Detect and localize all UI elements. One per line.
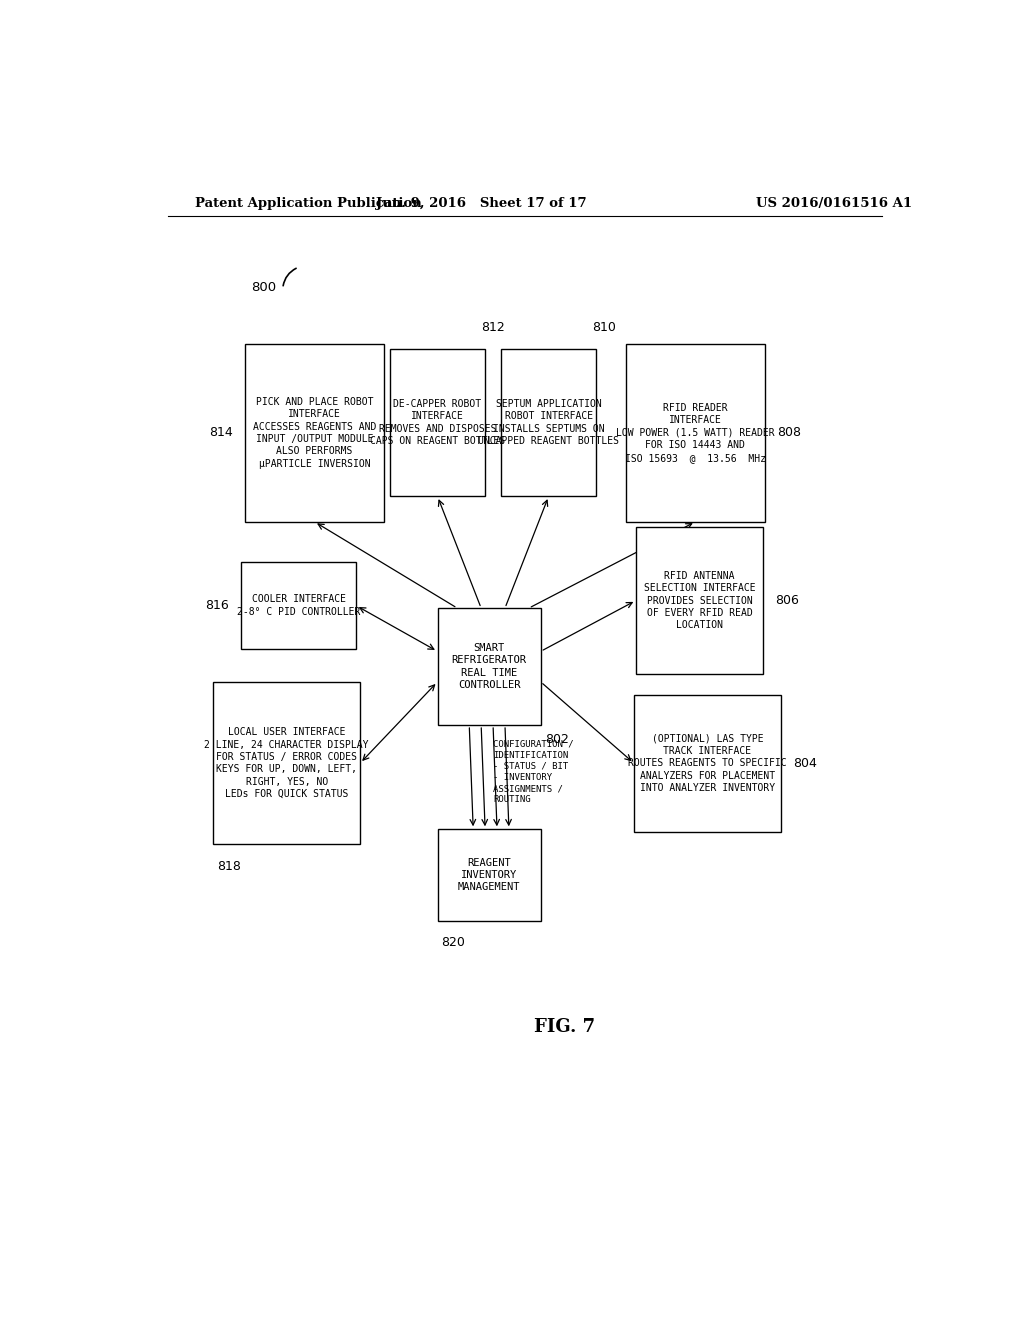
Bar: [501, 348, 596, 496]
Bar: [241, 562, 356, 649]
Text: 814: 814: [209, 426, 233, 440]
Text: COOLER INTERFACE
2-8° C PID CONTROLLER: COOLER INTERFACE 2-8° C PID CONTROLLER: [237, 594, 360, 616]
Text: CONFIGURATION /
IDENTIFICATION
- STATUS / BIT
- INVENTORY
ASSIGNMENTS /
ROUTING: CONFIGURATION / IDENTIFICATION - STATUS …: [494, 739, 573, 804]
Text: LOCAL USER INTERFACE
2 LINE, 24 CHARACTER DISPLAY
FOR STATUS / ERROR CODES
KEYS : LOCAL USER INTERFACE 2 LINE, 24 CHARACTE…: [205, 727, 369, 799]
Text: US 2016/0161516 A1: US 2016/0161516 A1: [757, 197, 912, 210]
Text: REAGENT
INVENTORY
MANAGEMENT: REAGENT INVENTORY MANAGEMENT: [458, 858, 520, 892]
Text: DE-CAPPER ROBOT
INTERFACE
REMOVES AND DISPOSES
CAPS ON REAGENT BOTTLES: DE-CAPPER ROBOT INTERFACE REMOVES AND DI…: [370, 399, 505, 446]
Text: 816: 816: [206, 599, 229, 612]
Text: 812: 812: [481, 321, 505, 334]
Text: 800: 800: [251, 281, 276, 293]
Text: Jun. 9, 2016   Sheet 17 of 17: Jun. 9, 2016 Sheet 17 of 17: [376, 197, 587, 210]
Text: 818: 818: [217, 859, 242, 873]
Text: 806: 806: [775, 594, 799, 607]
Bar: [626, 345, 765, 521]
Text: PICK AND PLACE ROBOT
INTERFACE
ACCESSES REAGENTS AND
INPUT /OUTPUT MODULE
ALSO P: PICK AND PLACE ROBOT INTERFACE ACCESSES …: [253, 397, 376, 469]
Bar: [245, 345, 384, 521]
Text: 802: 802: [545, 733, 568, 746]
Bar: [390, 348, 485, 496]
Text: 804: 804: [793, 756, 816, 770]
Text: 810: 810: [592, 321, 616, 334]
Text: RFID READER
INTERFACE
LOW POWER (1.5 WATT) READER
FOR ISO 14443 AND
ISO 15693  @: RFID READER INTERFACE LOW POWER (1.5 WAT…: [616, 403, 775, 462]
Text: 808: 808: [777, 426, 801, 440]
Text: SEPTUM APPLICATION
ROBOT INTERFACE
INSTALLS SEPTUMS ON
UNCAPPED REAGENT BOTTLES: SEPTUM APPLICATION ROBOT INTERFACE INSTA…: [478, 399, 620, 446]
Bar: [636, 527, 763, 675]
Bar: [213, 682, 360, 845]
Text: 820: 820: [441, 936, 465, 949]
Bar: [437, 609, 541, 725]
Text: (OPTIONAL) LAS TYPE
TRACK INTERFACE
ROUTES REAGENTS TO SPECIFIC
ANALYZERS FOR PL: (OPTIONAL) LAS TYPE TRACK INTERFACE ROUT…: [628, 734, 786, 793]
Bar: [634, 694, 780, 832]
Bar: [437, 829, 541, 921]
Text: FIG. 7: FIG. 7: [534, 1019, 595, 1036]
Text: SMART
REFRIGERATOR
REAL TIME
CONTROLLER: SMART REFRIGERATOR REAL TIME CONTROLLER: [452, 643, 526, 690]
Text: Patent Application Publication: Patent Application Publication: [196, 197, 422, 210]
Text: RFID ANTENNA
SELECTION INTERFACE
PROVIDES SELECTION
OF EVERY RFID READ
LOCATION: RFID ANTENNA SELECTION INTERFACE PROVIDE…: [643, 570, 756, 631]
